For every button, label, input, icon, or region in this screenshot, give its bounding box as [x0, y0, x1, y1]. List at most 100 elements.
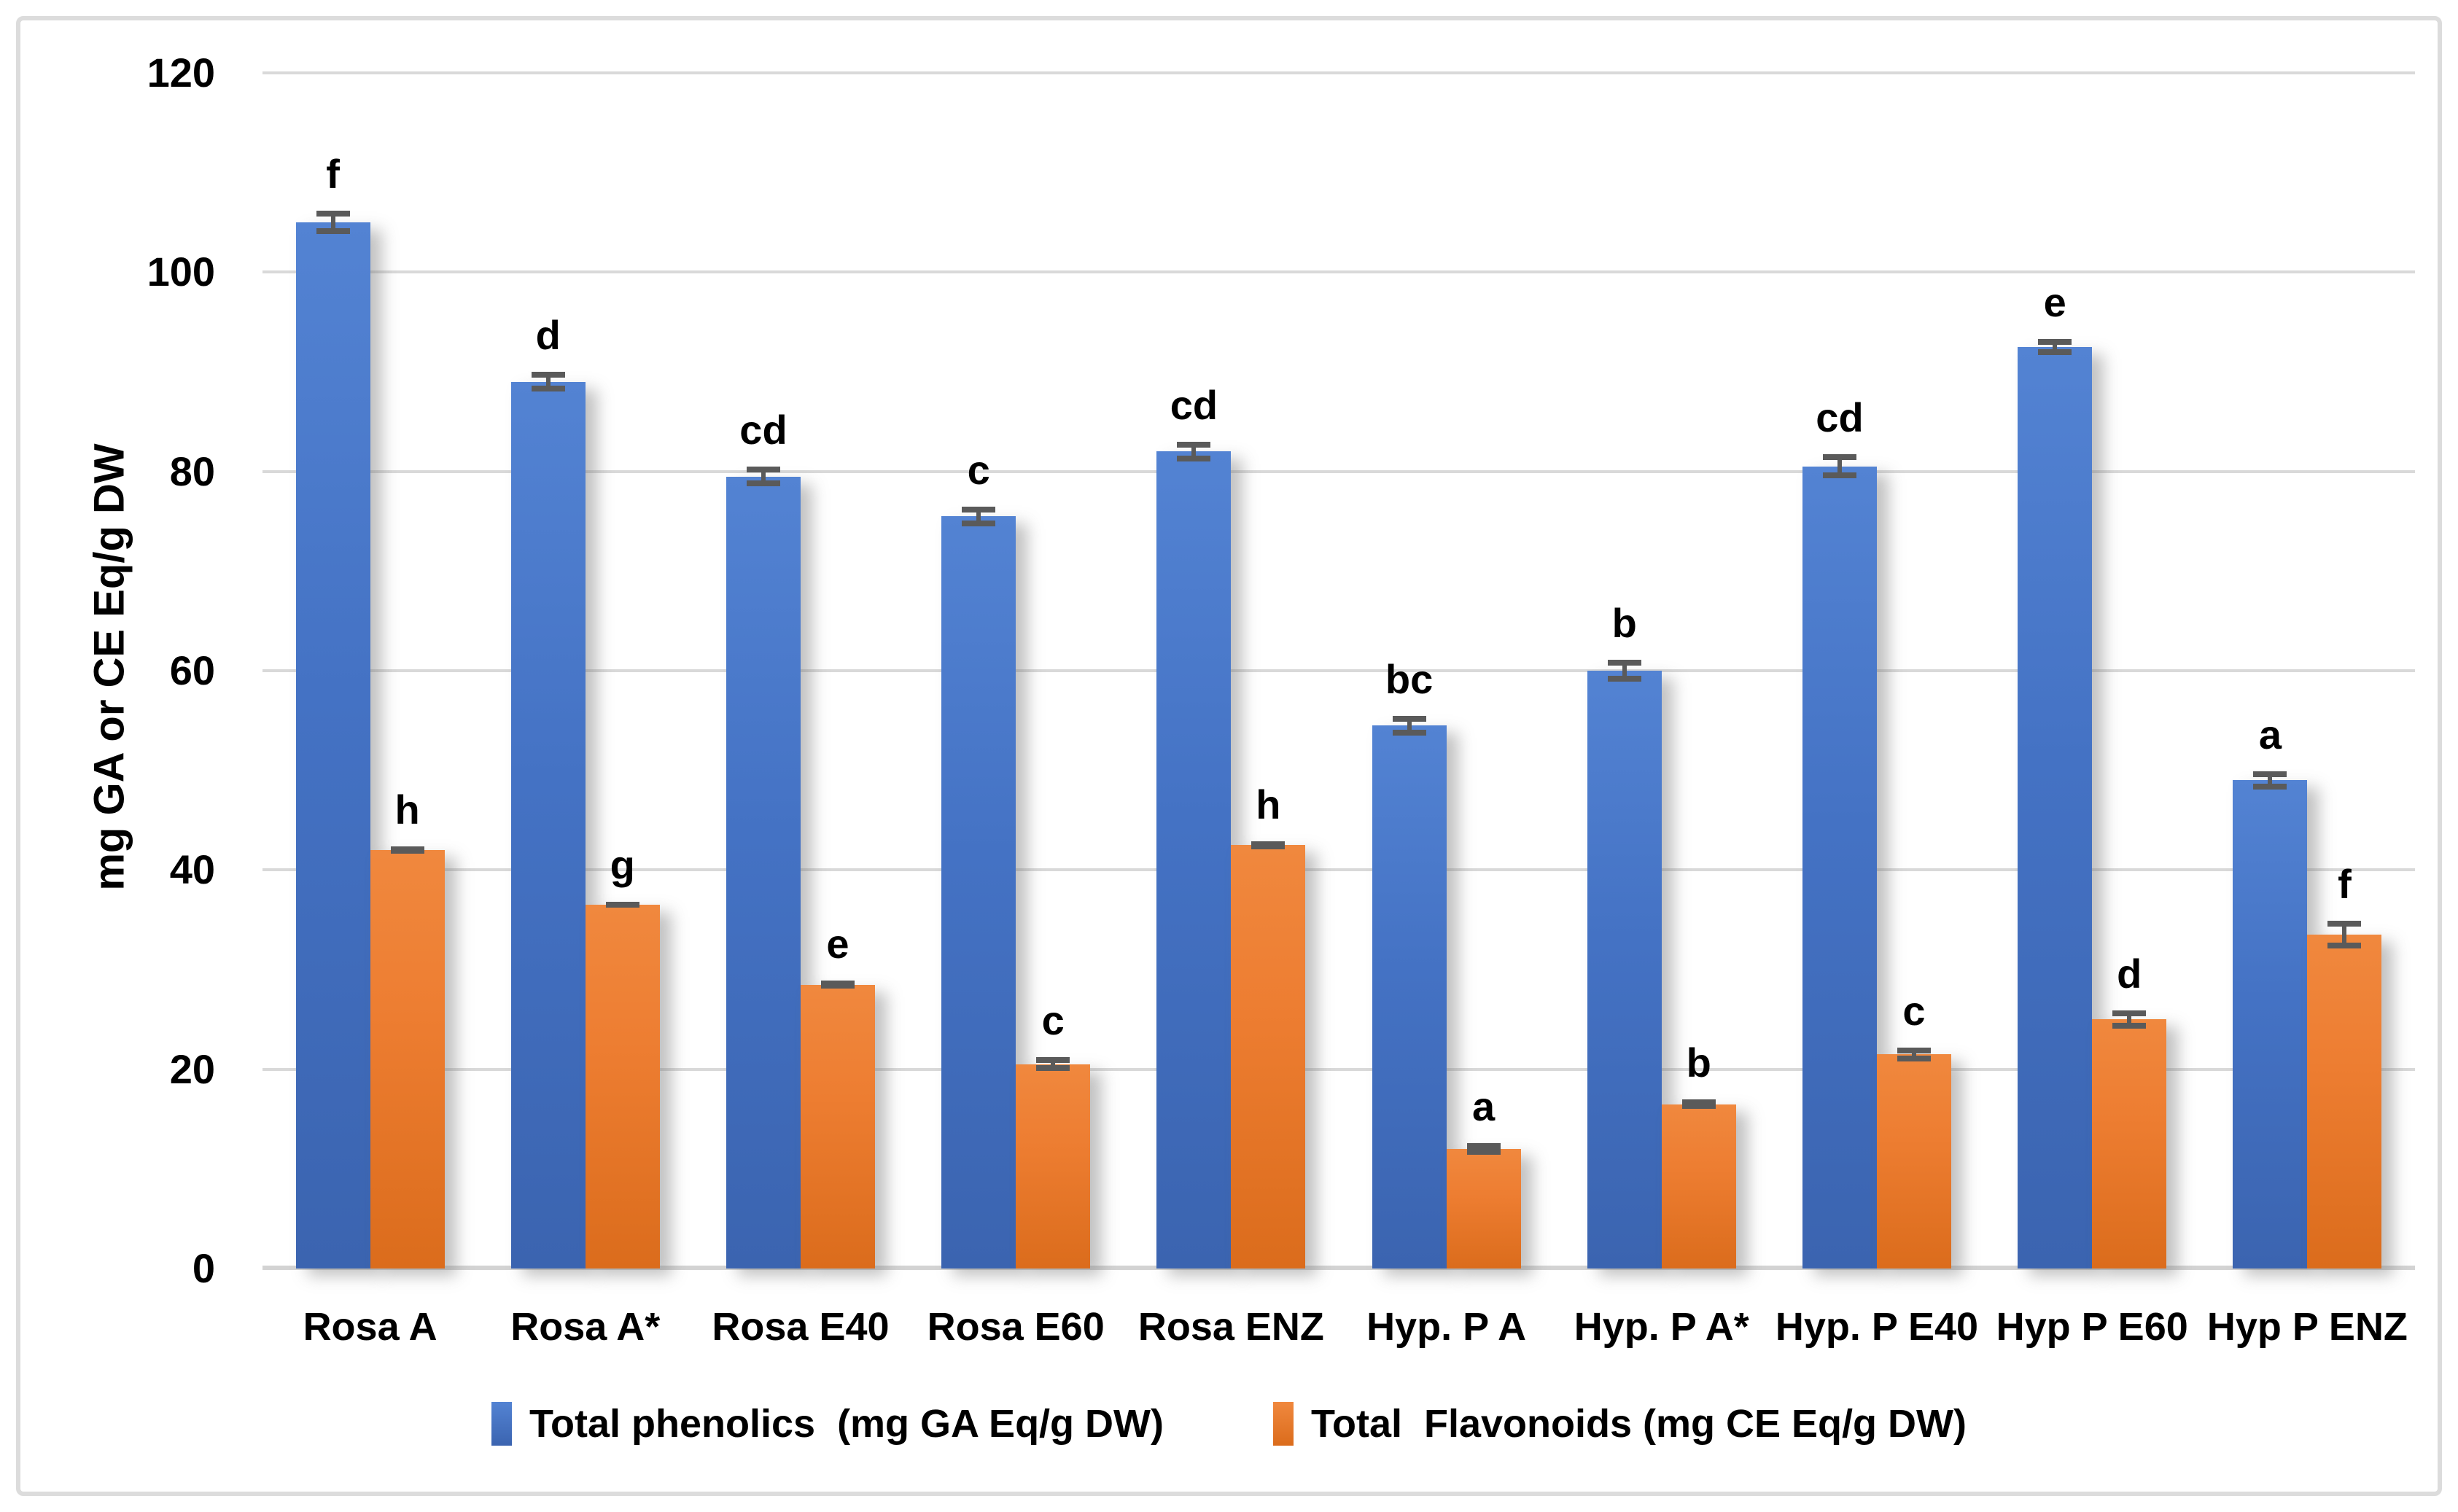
- error-cap-bottom: [1251, 843, 1286, 849]
- gridline-60: [262, 669, 2415, 672]
- phenolics-bar-9: [2018, 346, 2093, 1269]
- error-stem: [1837, 454, 1842, 479]
- flavonoids-bar-9: [2092, 1019, 2167, 1269]
- error-cap-bottom: [1392, 729, 1426, 736]
- error-cap-bottom: [2253, 783, 2287, 790]
- error-cap-bottom: [746, 480, 780, 487]
- error-bar: [1822, 454, 1856, 479]
- category-label-1: Rosa A: [303, 1305, 437, 1349]
- category-label-6: Hyp. P A: [1366, 1305, 1527, 1349]
- gridline-80: [262, 469, 2415, 473]
- error-stem: [2342, 921, 2347, 949]
- y-tick-100: 100: [147, 249, 215, 295]
- legend-label-phenolics: Total phenolics (mg GA Eq/g DW): [529, 1402, 1164, 1446]
- error-stem: [1481, 1142, 1486, 1156]
- error-bar: [390, 846, 424, 854]
- significance-letter: f: [2338, 861, 2352, 908]
- significance-letter: cd: [739, 406, 787, 453]
- error-bar: [1392, 715, 1426, 736]
- category-label-9: Hyp P E60: [1996, 1305, 2188, 1349]
- phenolics-bar-2: [510, 381, 586, 1269]
- significance-letter: c: [967, 446, 990, 493]
- significance-letter: h: [1256, 781, 1281, 827]
- x-axis-labels: Rosa A Rosa A* Rosa E40 Rosa E60 Rosa ENZ Hyp…: [262, 1296, 2415, 1357]
- category-label-7: Hyp. P A*: [1574, 1305, 1749, 1349]
- error-bar: [746, 466, 780, 487]
- error-bar: [2327, 921, 2362, 949]
- flavonoids-bar-6: [1446, 1149, 1521, 1269]
- phenolics-bar-4: [941, 516, 1016, 1269]
- phenolics-bar-5: [1156, 451, 1232, 1269]
- flavonoids-bar-8: [1876, 1054, 1951, 1269]
- error-stem: [1911, 1047, 1916, 1061]
- error-cap-bottom: [2327, 943, 2362, 949]
- phenolics-bar-3: [726, 476, 801, 1269]
- error-stem: [1191, 441, 1197, 461]
- error-bar: [1681, 1099, 1716, 1110]
- error-stem: [2268, 771, 2273, 790]
- significance-letter: a: [2258, 712, 2282, 758]
- flavonoids-bar-1: [370, 850, 445, 1269]
- y-tick-40: 40: [169, 846, 215, 893]
- significance-letter: cd: [1816, 394, 1864, 441]
- error-stem: [2053, 338, 2058, 355]
- category-label-4: Rosa E60: [927, 1305, 1105, 1349]
- significance-letter: d: [2117, 951, 2142, 997]
- gridline-0: [262, 1266, 2415, 1270]
- significance-letter: c: [1041, 997, 1065, 1044]
- y-tick-0: 0: [192, 1245, 215, 1291]
- significance-letter: bc: [1385, 655, 1434, 702]
- phenolics-bar-1: [295, 222, 370, 1269]
- error-stem: [545, 372, 551, 392]
- flavonoids-bar-10: [2307, 935, 2382, 1269]
- phenolics-bar-6: [1372, 725, 1447, 1269]
- error-cap-bottom: [390, 848, 424, 854]
- error-bar: [2038, 338, 2072, 355]
- plot-area: f h d g cd e c c cd h bc a b b cd c e d a f: [262, 71, 2415, 1270]
- significance-letter: b: [1611, 599, 1637, 646]
- category-label-10: Hyp P ENZ: [2206, 1305, 2408, 1349]
- flavonoids-swatch-icon: [1273, 1402, 1294, 1446]
- error-bar: [1251, 841, 1286, 849]
- error-stem: [330, 210, 335, 235]
- bar-group-5: cd h: [1124, 73, 1339, 1269]
- y-tick-20: 20: [169, 1045, 215, 1092]
- error-bar: [1036, 1057, 1070, 1072]
- bar-group-8: cd c: [1769, 73, 1984, 1269]
- bar-group-3: cd e: [693, 73, 908, 1269]
- category-label-2: Rosa A*: [510, 1305, 661, 1349]
- category-label-3: Rosa E40: [712, 1305, 890, 1349]
- bar-group-6: bc a: [1339, 73, 1554, 1269]
- legend-label-flavonoids: Total Flavonoids (mg CE Eq/g DW): [1311, 1402, 1967, 1446]
- error-cap-bottom: [316, 228, 350, 235]
- error-bar: [531, 372, 565, 392]
- legend: Total phenolics (mg GA Eq/g DW) Total Fl…: [0, 1401, 2458, 1446]
- significance-letter: cd: [1170, 381, 1218, 428]
- gridline-20: [262, 1067, 2415, 1071]
- significance-letter: g: [610, 842, 635, 889]
- gridline-120: [262, 71, 2415, 74]
- error-cap-bottom: [962, 520, 996, 526]
- error-stem: [1622, 659, 1627, 682]
- error-stem: [761, 466, 766, 487]
- phenolics-bar-8: [1802, 466, 1877, 1269]
- category-label-8: Hyp. P E40: [1775, 1305, 1979, 1349]
- flavonoids-bar-3: [800, 984, 875, 1269]
- gridline-100: [262, 270, 2415, 274]
- error-bar: [820, 981, 855, 989]
- significance-letter: a: [1472, 1083, 1496, 1129]
- flavonoids-bar-5: [1231, 845, 1306, 1269]
- y-tick-120: 120: [147, 50, 215, 96]
- flavonoids-bar-2: [585, 905, 660, 1269]
- error-bar: [605, 902, 639, 908]
- error-cap-bottom: [2112, 1022, 2147, 1029]
- error-stem: [1407, 715, 1412, 736]
- flavonoids-bar-7: [1661, 1104, 1736, 1269]
